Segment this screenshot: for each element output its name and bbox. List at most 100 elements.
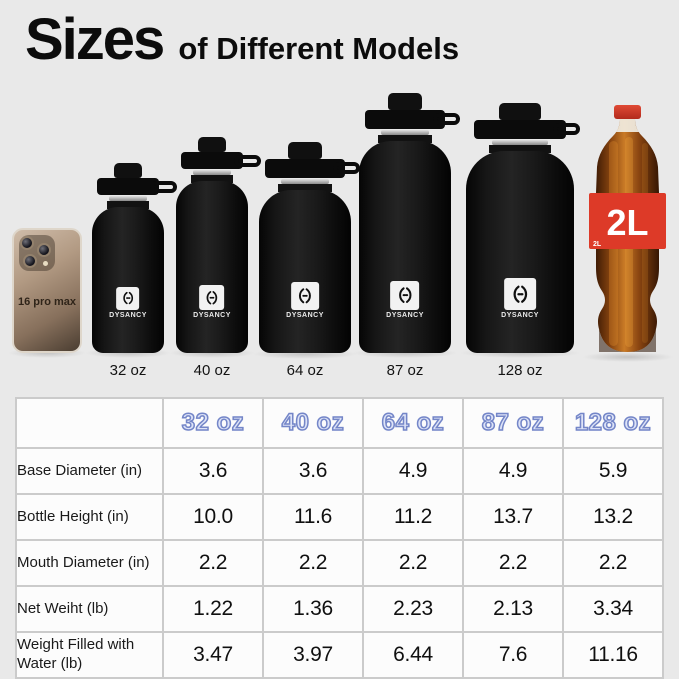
table-cell: 4.9 (462, 447, 564, 495)
column-header-87oz: 87 oz (462, 397, 564, 449)
lid-handle (553, 123, 581, 135)
dysancy-logo-icon (503, 278, 536, 310)
brand-logo-text: DYSANCY (286, 312, 324, 319)
bottle-40oz: DYSANCY (176, 137, 262, 353)
brand-logo-text: DYSANCY (501, 312, 539, 319)
bottle-lid (365, 110, 461, 129)
table-cell: 2.2 (162, 539, 264, 587)
bottle-body: DYSANCY (259, 190, 351, 353)
table-cell: 4.9 (362, 447, 464, 495)
table-cell: 3.97 (262, 631, 364, 679)
lid-handle (150, 181, 178, 193)
row-label: Bottle Height (in) (15, 493, 164, 541)
table-cell: 3.34 (562, 585, 664, 633)
table-cell: 7.6 (462, 631, 564, 679)
table-row-net-weight: Net Weiht (lb) 1.22 1.36 2.23 2.13 3.34 (15, 585, 664, 633)
camera-flash-icon (43, 261, 48, 266)
bottle-body: DYSANCY (359, 141, 451, 353)
bottle-size-label-64oz: 64 oz (286, 362, 324, 379)
table-cell: 2.2 (462, 539, 564, 587)
camera-lens-icon (37, 243, 51, 257)
bottle-128oz-shadow (459, 348, 581, 358)
row-label: Weight Filled with Water (lb) (15, 631, 164, 679)
lid-handle (333, 162, 361, 174)
table-cell: 2.2 (562, 539, 664, 587)
table-cell: 2.2 (362, 539, 464, 587)
bottle-neck (107, 201, 149, 209)
bottle-cap-knob (387, 93, 423, 110)
brand-logo-text: DYSANCY (193, 312, 231, 319)
dysancy-logo-icon (116, 287, 140, 310)
column-header-40oz: 40 oz (262, 397, 364, 449)
title-word-sizes: Sizes (25, 7, 165, 72)
table-row-base-diameter: Base Diameter (in) 3.6 3.6 4.9 4.9 5.9 (15, 447, 664, 495)
row-label: Mouth Diameter (in) (15, 539, 164, 587)
bottle-87oz: DYSANCY (359, 93, 461, 353)
brand-logo-text: DYSANCY (386, 312, 424, 319)
brand-logo: DYSANCY (501, 278, 539, 319)
bottle-body: DYSANCY (466, 151, 574, 353)
bottle-size-label-87oz: 87 oz (386, 362, 424, 379)
bottle-32oz: DYSANCY (92, 163, 178, 353)
table-cell: 10.0 (162, 493, 264, 541)
phone-camera-module (19, 235, 55, 271)
table-cell: 11.16 (562, 631, 664, 679)
column-header-128oz: 128 oz (562, 397, 664, 449)
cola-cap (614, 105, 641, 119)
bottle-cap-knob (287, 142, 323, 159)
bottle-lid (265, 159, 361, 178)
camera-lens-icon (20, 236, 34, 250)
bottle-cap-knob (114, 163, 142, 178)
bottle-neck (278, 184, 332, 192)
table-cell: 3.6 (262, 447, 364, 495)
brand-logo: DYSANCY (286, 282, 324, 319)
bottle-64oz-shadow (252, 349, 358, 359)
bottle-neck (191, 175, 233, 183)
bottle-neck (488, 145, 552, 153)
column-header-64oz: 64 oz (362, 397, 464, 449)
table-cell: 2.23 (362, 585, 464, 633)
cola-volume-text: 2L (606, 202, 648, 243)
bottle-body: DYSANCY (92, 207, 164, 353)
table-cell: 1.22 (162, 585, 264, 633)
phone-model-label: 16 pro max (17, 296, 77, 308)
table-cell: 6.44 (362, 631, 464, 679)
cola-2l-reference: 2L 2L (587, 105, 668, 362)
steel-ring (281, 179, 329, 184)
table-cell: 11.2 (362, 493, 464, 541)
table-corner-cell (15, 397, 164, 449)
dysancy-logo-icon (199, 285, 225, 310)
row-label: Net Weiht (lb) (15, 585, 164, 633)
table-cell: 1.36 (262, 585, 364, 633)
bottle-size-label-128oz: 128 oz (497, 362, 543, 379)
bottle-64oz: DYSANCY (259, 142, 361, 353)
dysancy-logo-icon (390, 281, 420, 310)
cola-shadow (582, 352, 674, 362)
brand-logo: DYSANCY (109, 287, 147, 319)
bottle-32oz-shadow (85, 348, 171, 358)
steel-ring (193, 170, 231, 175)
steel-ring (109, 196, 147, 201)
bottle-lid (473, 120, 581, 139)
table-row-mouth-diameter: Mouth Diameter (in) 2.2 2.2 2.2 2.2 2.2 (15, 539, 664, 587)
bottle-128oz: DYSANCY (466, 103, 581, 353)
bottle-cap-knob (198, 137, 226, 152)
bottle-body: DYSANCY (176, 181, 248, 353)
title-subtext: of Different Models (178, 31, 460, 66)
bottle-lid (181, 152, 262, 169)
bottle-size-label-40oz: 40 oz (193, 362, 231, 379)
bottle-neck (378, 135, 432, 143)
bottle-size-label-32oz: 32 oz (109, 362, 147, 379)
table-cell: 3.47 (162, 631, 264, 679)
brand-logo: DYSANCY (386, 281, 424, 319)
phone-shadow (8, 348, 86, 358)
size-comparison-table: 32 oz 40 oz 64 oz 87 oz 128 oz Base Diam… (15, 397, 664, 679)
bottle-cap-knob (499, 103, 541, 120)
table-row-filled-weight: Weight Filled with Water (lb) 3.47 3.97 … (15, 631, 664, 679)
table-row-bottle-height: Bottle Height (in) 10.0 11.6 11.2 13.7 1… (15, 493, 664, 541)
lid-handle (433, 113, 461, 125)
table-cell: 5.9 (562, 447, 664, 495)
steel-ring (381, 130, 429, 135)
cola-label-band (589, 193, 666, 249)
